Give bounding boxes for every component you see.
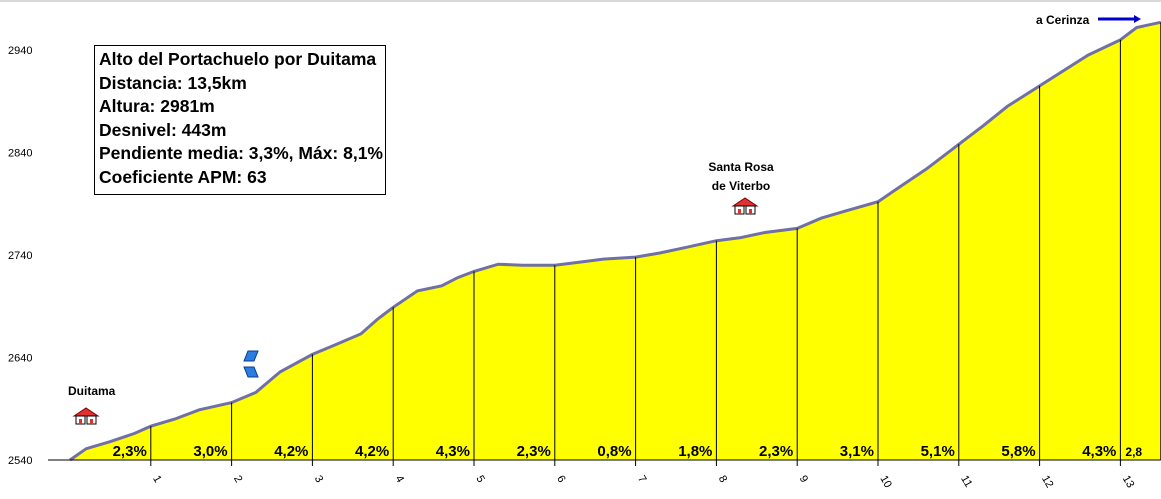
x-tick-label: 2 (231, 474, 244, 485)
house-icon (72, 407, 100, 425)
segment-gradient-label: 2,3% (759, 443, 793, 460)
house-icon (731, 197, 759, 215)
bike-icon (243, 350, 259, 378)
x-tick-label: 8 (716, 474, 729, 485)
segment-gradient-label: 2,3% (113, 443, 147, 460)
info-box: Alto del Portachuelo por Duitama Distanc… (94, 45, 386, 195)
segment-gradient-label: 3,0% (193, 443, 227, 460)
x-tick-label: 6 (554, 474, 567, 485)
x-tick-label: 13 (1120, 474, 1137, 491)
arrow-right-icon (1098, 15, 1141, 23)
profile-line (69, 20, 1161, 462)
x-tick-label: 5 (473, 474, 486, 485)
info-gradient: Pendiente media: 3,3%, Máx: 8,1% (99, 143, 383, 163)
y-tick-label: 2940 (8, 45, 32, 57)
info-distance: Distancia: 13,5km (99, 72, 247, 93)
y-tick-label: 2840 (8, 148, 32, 160)
x-tick-label: 7 (635, 474, 648, 485)
segment-gradient-label: 4,3% (436, 443, 470, 460)
segment-gradient-labels: 2,3% 3,0% 4,2% 4,2% 4,3% 2,3% 0,8% 1,8% 2,3% 3,1%… (113, 443, 1143, 460)
segment-gradient-label: 4,2% (274, 443, 308, 460)
info-height: Altura: 2981m (99, 96, 215, 116)
x-tick-label: 11 (958, 474, 974, 490)
segment-gradient-label: 5,1% (921, 443, 955, 460)
x-tick-label: 10 (877, 474, 894, 491)
y-tick-label: 2740 (8, 250, 32, 262)
x-axis-ticks: 1 2 3 4 5 6 7 8 9 10 11 12 13 (150, 474, 1136, 491)
x-tick-label: 3 (312, 474, 325, 485)
destination-label: a Cerinza (1036, 13, 1090, 27)
segment-gradient-label: 4,2% (355, 443, 389, 460)
segment-gradient-label: 5,8% (1001, 443, 1035, 460)
info-gain: Desnivel: 443m (99, 119, 227, 140)
place-label-start: Duitama (68, 384, 116, 398)
y-tick-label: 2640 (8, 353, 32, 365)
segment-gradient-label: 3,1% (840, 443, 874, 460)
x-tick-label: 1 (150, 474, 163, 485)
y-tick-label: 2540 (8, 455, 32, 467)
segment-gradient-label: 2,3% (517, 443, 551, 460)
km-divider-lines (150, 39, 1121, 466)
info-title: Alto del Portachuelo por Duitama (99, 49, 377, 69)
segment-gradient-label: 1,8% (678, 443, 712, 460)
segment-gradient-label: 4,3% (1082, 443, 1116, 460)
x-tick-label: 9 (797, 474, 810, 485)
x-tick-label: 4 (393, 474, 406, 485)
place-label-mid-line1: Santa Rosa (708, 160, 774, 174)
profile-area (70, 22, 1161, 461)
place-label-mid-line2: de Viterbo (712, 179, 770, 193)
segment-gradient-label: 2,8 (1125, 445, 1142, 459)
x-tick-label: 12 (1039, 474, 1056, 491)
info-apm: Coeficiente APM: 63 (99, 166, 267, 187)
y-axis-ticks: 2540 2640 2740 2840 2940 (8, 45, 32, 467)
segment-gradient-label: 0,8% (597, 443, 631, 460)
